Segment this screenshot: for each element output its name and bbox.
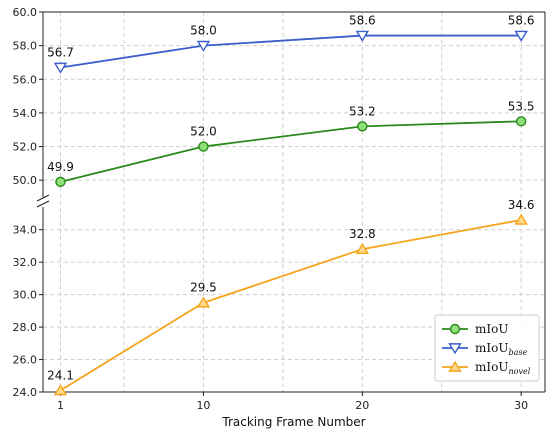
point-marker (357, 121, 368, 132)
series-line (60, 120, 522, 183)
data-label: 52.0 (190, 125, 217, 139)
y-tick-label: 54.0 (13, 107, 38, 120)
point-marker (53, 384, 68, 396)
point-marker (355, 242, 370, 255)
legend-label: mIoU (475, 322, 508, 336)
data-label: 53.5 (508, 99, 535, 113)
y-tick-label: 52.0 (13, 141, 38, 154)
series (53, 30, 528, 396)
data-label: 32.8 (349, 227, 376, 241)
axes: 50.0 52.0 54.0 56.0 58.0 60.0 24.0 26.0 28.0 30.0… (13, 6, 546, 412)
legend-label-subscript: base (508, 348, 527, 357)
x-tick-label: 30 (514, 399, 528, 412)
data-label: 24.1 (47, 368, 74, 382)
y-tick-label: 34.0 (13, 224, 38, 237)
axis-break-mark (36, 194, 50, 202)
data-label: 58.0 (190, 24, 217, 38)
data-label: 29.5 (190, 281, 217, 295)
point-marker (514, 30, 528, 42)
y-tick-label: 32.0 (13, 256, 38, 269)
point-marker (514, 213, 528, 225)
series-line (60, 34, 522, 69)
point-marker (448, 360, 462, 372)
point-marker (448, 343, 462, 355)
axis-break-mark (36, 200, 50, 208)
y-tick-label: 28.0 (13, 321, 38, 334)
point-marker (449, 323, 461, 335)
x-tick-label: 10 (196, 399, 210, 412)
x-axis-title: Tracking Frame Number (221, 415, 365, 429)
data-label: 53.2 (349, 104, 376, 118)
point-marker (53, 62, 68, 74)
y-tick-label: 24.0 (13, 386, 38, 399)
point-marker (198, 141, 209, 152)
x-tick-label: 1 (57, 399, 64, 412)
x-tick-label: 20 (355, 399, 369, 412)
legend-box (434, 314, 540, 382)
y-tick-label: 58.0 (13, 40, 38, 53)
data-label: 58.6 (349, 14, 376, 28)
y-tick-label: 50.0 (13, 174, 38, 187)
grid (43, 11, 545, 393)
data-label: 49.9 (47, 160, 74, 174)
y-tick-label: 30.0 (13, 289, 38, 302)
data-labels: 49.9 52.0 53.2 53.5 56.7 58.0 58.6 58.6 24.1 29.5… (47, 14, 534, 383)
data-label: 56.7 (47, 46, 74, 60)
point-marker (196, 296, 211, 308)
y-tick-label: 60.0 (13, 6, 38, 19)
data-label: 58.6 (508, 14, 535, 28)
point-marker (355, 30, 370, 42)
y-tick-label: 56.0 (13, 73, 38, 86)
data-label: 34.6 (508, 198, 535, 212)
y-tick-label: 26.0 (13, 354, 38, 367)
legend-label-subscript: novel (508, 367, 530, 376)
point-marker (196, 40, 211, 52)
point-marker (515, 116, 527, 127)
series-line (60, 219, 522, 392)
point-marker (55, 176, 66, 188)
